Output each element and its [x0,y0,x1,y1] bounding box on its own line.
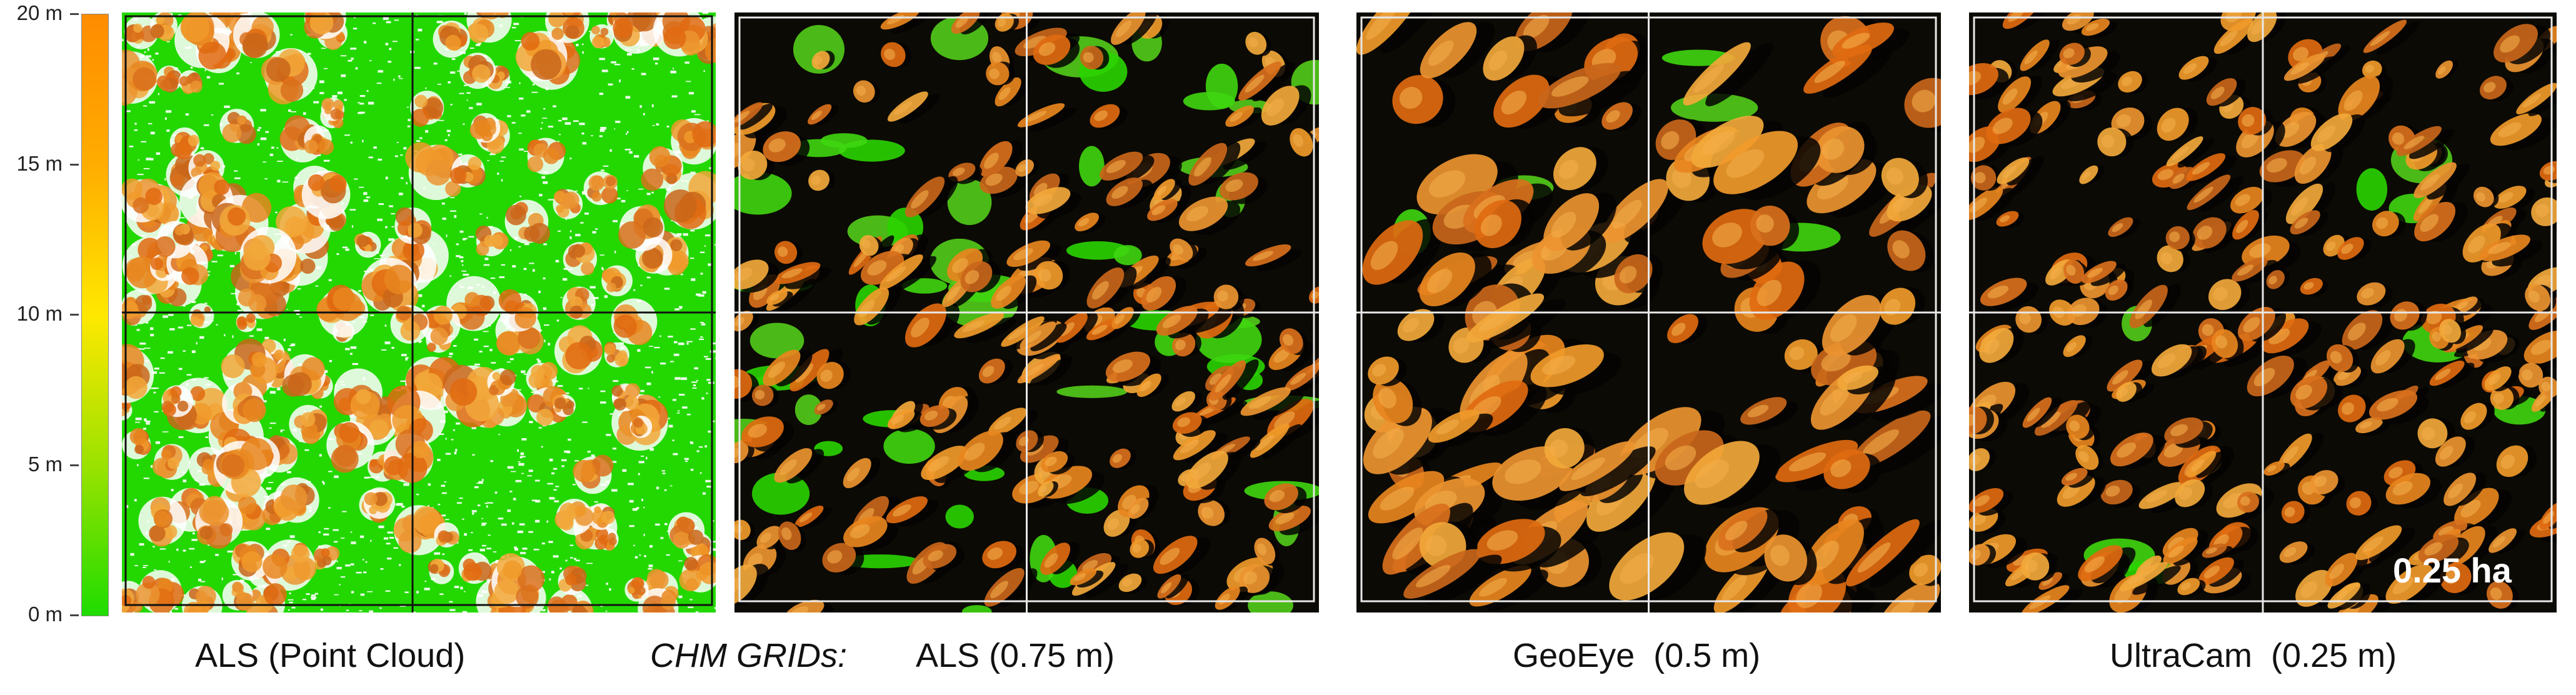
als-point-cloud-panel [122,12,716,612]
caption-geoeye-chm: GeoEye (0.5 m) [1513,637,1761,674]
colorbar-tick-mark [70,13,79,15]
height-colorbar [81,14,109,616]
canopy-crowns [1356,12,1941,612]
canopy-crowns [734,12,1319,612]
caption-ultracam-chm: UltraCam (0.25 m) [2110,637,2397,674]
plot-grid [734,12,1319,612]
caption-als-point-cloud: ALS (Point Cloud) [195,637,466,674]
colorbar-tick-mark [70,163,79,166]
colorbar-tick-mark [70,314,79,316]
colorbar-tick-label: 10 m [16,302,63,325]
colorbar-tick-label: 20 m [16,1,63,24]
colorbar-tick-label: 15 m [16,151,63,175]
colorbar-tick-mark [70,614,79,616]
colorbar-tick-label: 0 m [28,602,63,626]
plot-grid [122,12,716,612]
colorbar-tick-label: 5 m [28,452,63,476]
canopy-crowns [1969,12,2557,612]
als-chm-panel [734,12,1319,612]
area-scale-label: 0.25 ha [2393,551,2512,590]
plot-grid [1356,12,1941,612]
geoeye-chm-panel [1356,12,1941,612]
caption-als-chm: ALS (0.75 m) [916,637,1115,674]
colorbar-tick-mark [70,464,79,466]
plot-grid [1969,12,2557,612]
ultracam-chm-panel [1969,12,2557,612]
chm-grids-label: CHM GRIDs: [650,637,847,674]
